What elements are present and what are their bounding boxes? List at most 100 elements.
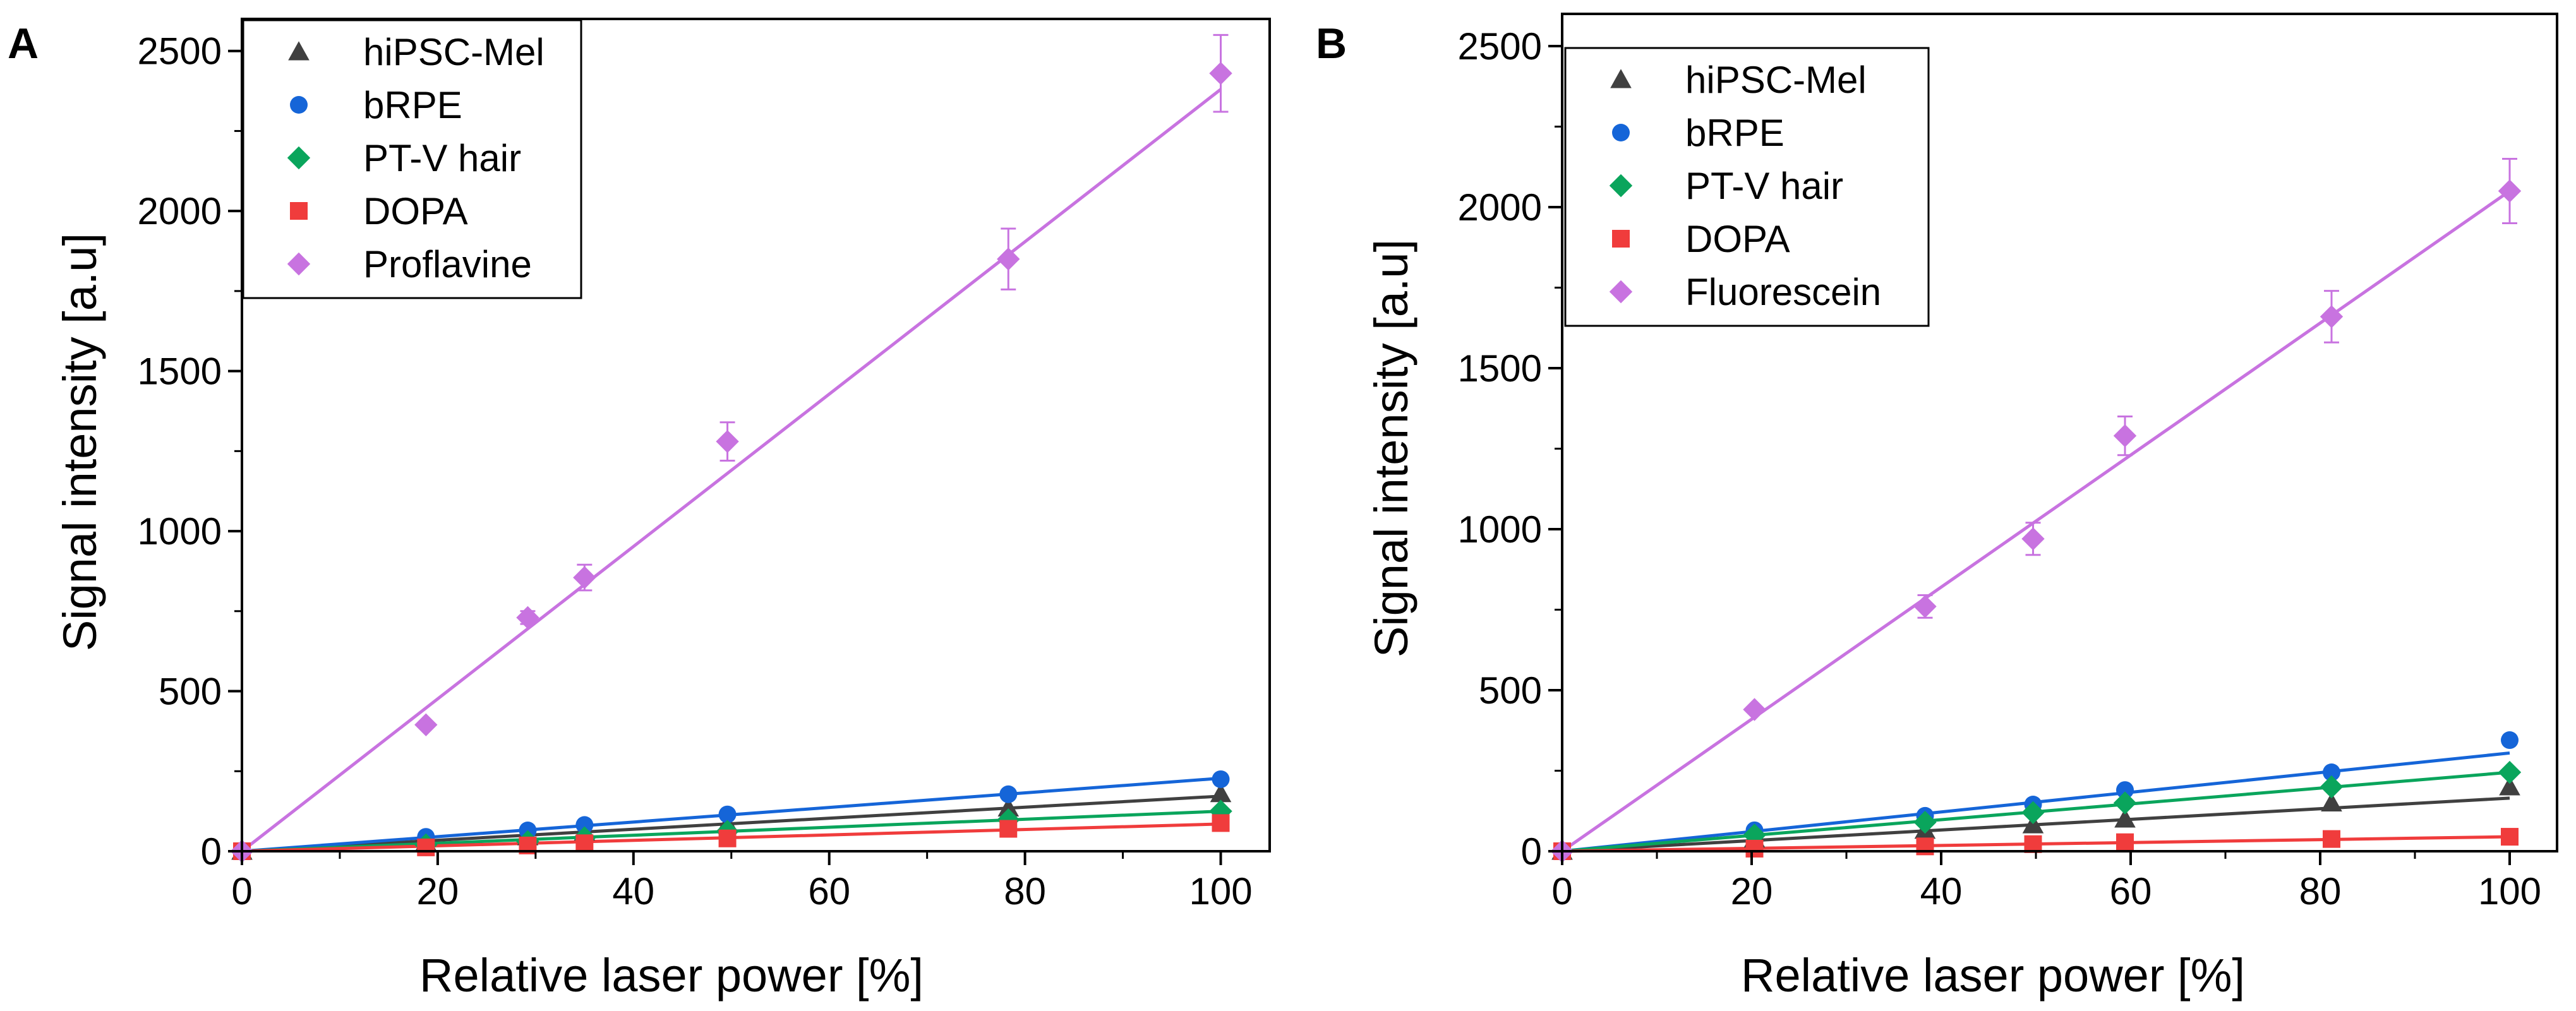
data-point — [2021, 801, 2045, 824]
x-tick-label: 40 — [612, 870, 654, 912]
data-point — [997, 247, 1020, 271]
data-point — [999, 820, 1018, 838]
chart-panel-b: B 0 500 1000 1500 2000 2500 0 20 40 60 80 100 Relat… — [1316, 13, 2558, 1002]
data-point — [2021, 527, 2045, 551]
chart-panel-a: A 0 500 1000 1500 2000 2500 0 20 40 60 80 100 Relat… — [8, 18, 1271, 1002]
axes: 0 500 1000 1500 2000 2500 0 20 40 60 80 100 — [138, 18, 1271, 912]
data-point — [516, 606, 539, 630]
y-tick-label: 500 — [159, 671, 222, 713]
data-point — [417, 838, 435, 856]
data-point — [2320, 775, 2344, 799]
data-point — [2501, 731, 2519, 750]
legend-marker — [290, 96, 308, 114]
data-point — [2116, 833, 2134, 851]
data-point — [716, 429, 739, 453]
x-tick-label: 20 — [417, 870, 459, 912]
data-point — [575, 834, 594, 852]
data-point — [2323, 830, 2340, 848]
y-axis-title: Signal intensity [a.u] — [54, 233, 106, 651]
y-tick-label: 0 — [1521, 830, 1542, 873]
data-point — [1913, 810, 1937, 834]
y-tick-label: 1500 — [138, 350, 222, 393]
data-point — [2321, 792, 2342, 811]
plot-frame — [241, 18, 1271, 852]
x-tick-label: 0 — [231, 870, 252, 912]
data-point — [1209, 61, 1232, 85]
plot-frame — [1561, 13, 2558, 852]
x-tick-label: 0 — [1551, 870, 1572, 912]
data-point — [718, 805, 737, 823]
legend-label: PT-V hair — [363, 137, 521, 179]
legend-label: Proflavine — [363, 243, 532, 285]
x-tick-label: 20 — [1731, 870, 1773, 912]
legend-marker — [1610, 69, 1632, 88]
legend: hiPSC-Mel bRPE PT-V hair DOPA Fluorescein — [1564, 47, 1930, 327]
legend-label: DOPA — [1685, 218, 1790, 260]
x-axis-title: Relative laser power [%] — [1741, 949, 2245, 1002]
legend-label: bRPE — [1685, 112, 1785, 154]
data-point — [2323, 763, 2340, 782]
y-tick-label: 0 — [201, 830, 222, 873]
fit-line-4 — [1561, 189, 2511, 853]
legend-label: bRPE — [363, 84, 462, 126]
data-point — [1212, 770, 1230, 788]
panel-letter: A — [8, 20, 39, 68]
y-tick-label: 2500 — [1458, 25, 1542, 68]
data-point — [1916, 837, 1934, 856]
data-point — [2499, 776, 2520, 796]
x-tick-label: 80 — [1004, 870, 1046, 912]
data-point — [1212, 814, 1230, 832]
y-tick-label: 1000 — [1458, 508, 1542, 551]
data-point — [1745, 839, 1764, 858]
data-point — [999, 785, 1018, 803]
data-point — [2320, 305, 2344, 328]
error-bars — [520, 33, 1229, 625]
legend-marker — [290, 202, 308, 220]
data-point — [1743, 823, 1766, 847]
data-point — [718, 829, 737, 847]
legend-label: hiPSC-Mel — [363, 31, 545, 73]
data-point — [1743, 698, 1766, 721]
legend-label: hiPSC-Mel — [1685, 59, 1867, 101]
panel-letter: B — [1316, 20, 1347, 68]
legend-marker — [1612, 230, 1630, 248]
data-point — [2114, 808, 2136, 828]
legend: hiPSC-Mel bRPE PT-V hair DOPA Proflavine — [242, 19, 582, 299]
x-tick-label: 80 — [2299, 870, 2342, 912]
y-axis-title: Signal intensity [a.u] — [1365, 239, 1417, 657]
legend-marker — [1609, 280, 1633, 304]
data-point — [2113, 424, 2137, 448]
y-tick-label: 1000 — [138, 510, 222, 553]
data-point — [2498, 760, 2522, 784]
data-point — [2498, 179, 2522, 203]
y-tick-label: 2000 — [138, 190, 222, 232]
data-point — [1210, 782, 1232, 803]
x-tick-label: 100 — [1189, 870, 1252, 912]
axes: 0 500 1000 1500 2000 2500 0 20 40 60 80 100 — [1458, 13, 2558, 912]
legend-marker — [1609, 174, 1633, 198]
legend-label: DOPA — [363, 190, 468, 232]
data-point — [414, 713, 438, 736]
data-point — [573, 566, 596, 589]
legend-label: Fluorescein — [1685, 271, 1881, 313]
legend-marker — [287, 146, 311, 170]
data-point — [2113, 791, 2137, 815]
legend-marker — [287, 252, 311, 276]
x-tick-label: 40 — [1920, 870, 1963, 912]
y-tick-label: 500 — [1479, 669, 1542, 712]
legend-marker — [288, 41, 310, 61]
y-tick-label: 2000 — [1458, 186, 1542, 229]
data-point — [997, 797, 1020, 817]
y-tick-label: 1500 — [1458, 347, 1542, 390]
y-tick-label: 2500 — [138, 30, 222, 73]
error-bars — [1917, 158, 2517, 619]
legend-marker — [1612, 124, 1630, 141]
data-point — [2501, 828, 2519, 846]
data-point — [1913, 595, 1937, 618]
data-point — [575, 816, 594, 834]
legend-label: PT-V hair — [1685, 165, 1843, 207]
x-axis-title: Relative laser power [%] — [419, 949, 924, 1002]
fit-line-4 — [241, 88, 1222, 852]
x-tick-label: 60 — [2110, 870, 2152, 912]
